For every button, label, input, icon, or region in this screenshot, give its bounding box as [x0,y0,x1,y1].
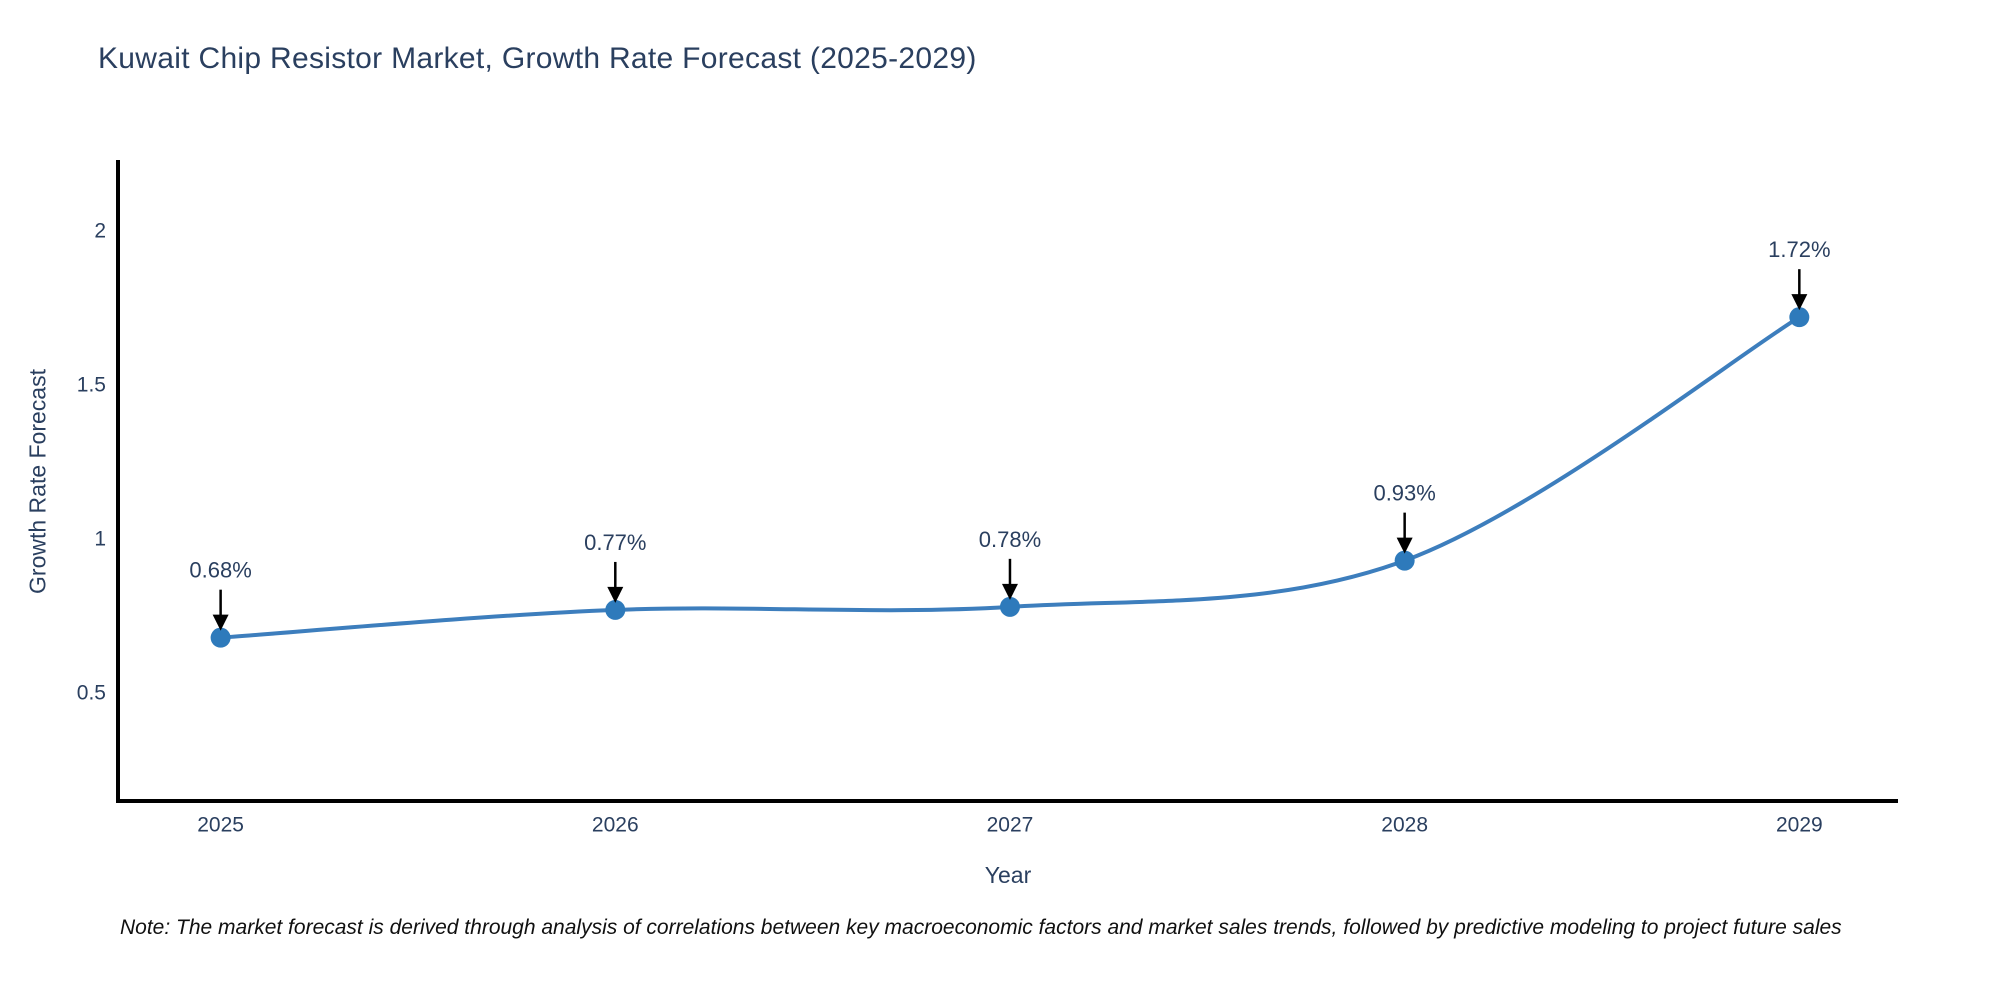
x-tick-label: 2029 [1776,814,1823,837]
data-point-marker[interactable] [1789,307,1810,328]
page-title: Kuwait Chip Resistor Market, Growth Rate… [98,42,977,75]
chart-note: Note: The market forecast is derived thr… [120,916,1842,939]
point-annotation-label: 0.93% [1373,481,1435,506]
annotation-arrowhead-icon [212,614,229,631]
point-annotation-label: 0.77% [584,530,646,555]
y-tick-label: 1.5 [77,373,106,396]
y-tick-label: 2 [94,219,106,242]
data-point-marker[interactable] [210,627,231,648]
annotation-arrowhead-icon [1791,294,1808,311]
point-annotation-label: 1.72% [1768,237,1830,262]
x-tick-label: 2025 [197,814,244,837]
annotation-arrowhead-icon [1001,583,1018,600]
x-tick-label: 2028 [1381,814,1428,837]
point-annotation-label: 0.78% [979,527,1041,552]
point-annotation-label: 0.68% [189,558,251,583]
data-point-marker[interactable] [1394,550,1415,571]
data-point-marker[interactable] [999,596,1020,617]
x-axis-title: Year [984,862,1032,888]
x-tick-label: 2027 [987,814,1034,837]
data-point-marker[interactable] [605,599,626,620]
y-tick-label: 1 [94,528,106,551]
x-tick-label: 2026 [592,814,639,837]
annotation-arrowhead-icon [607,586,624,603]
y-tick-label: 0.5 [77,682,106,705]
annotation-arrowhead-icon [1396,537,1413,554]
